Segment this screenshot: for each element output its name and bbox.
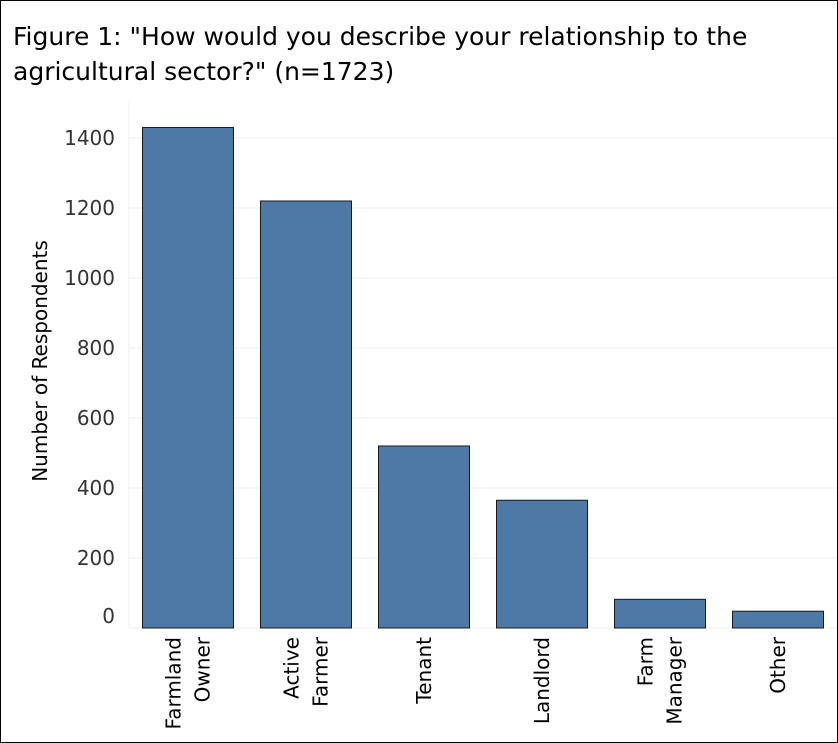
bar-active-farmer [260,200,352,629]
y-tick-label: 200 [77,546,115,570]
y-tick-label: 1400 [64,126,115,150]
chart-title: Figure 1: "How would you describe your r… [13,22,748,86]
y-tick-label: 400 [77,476,115,500]
gridlines [128,101,837,629]
bar-landlord [496,499,588,629]
y-tick-label: 1200 [64,196,115,220]
y-tick-label: 600 [77,406,115,430]
bar-farm-manager [614,598,706,629]
y-tick-label: 800 [77,336,115,360]
x-tick-label-line: Owner [191,636,215,702]
y-tick-label: 0 [102,604,115,628]
y-axis-ticks: 0 200 400 600 800 1000 1200 1400 [64,126,115,628]
x-tick-label-line: Farmland [162,637,186,729]
y-axis-title: Number of Respondents [28,240,52,482]
x-tick-label-line: Tenant [412,637,436,705]
x-tick-label: Landlord [530,637,554,724]
bar-farmland-owner [142,127,234,629]
bar-tenant [378,445,470,629]
x-tick-label: Farm Manager [634,636,687,724]
x-tick-label: Tenant [412,637,436,705]
x-axis-labels: Farmland Owner Active Farmer Tenant Landlord F… [162,636,791,729]
x-tick-label-line: Landlord [530,637,554,724]
bar-other [732,610,824,629]
x-tick-label-line: Other [766,636,790,694]
x-tick-label: Farmland Owner [162,636,215,729]
x-tick-label-line: Manager [663,636,687,724]
x-tick-label: Active Farmer [280,636,333,707]
x-tick-label-line: Farm [634,637,658,686]
x-tick-label-line: Farmer [309,636,333,707]
x-tick-label-line: Active [280,637,304,699]
x-tick-label: Other [766,636,790,694]
y-tick-label: 1000 [64,266,115,290]
bars [142,127,824,629]
